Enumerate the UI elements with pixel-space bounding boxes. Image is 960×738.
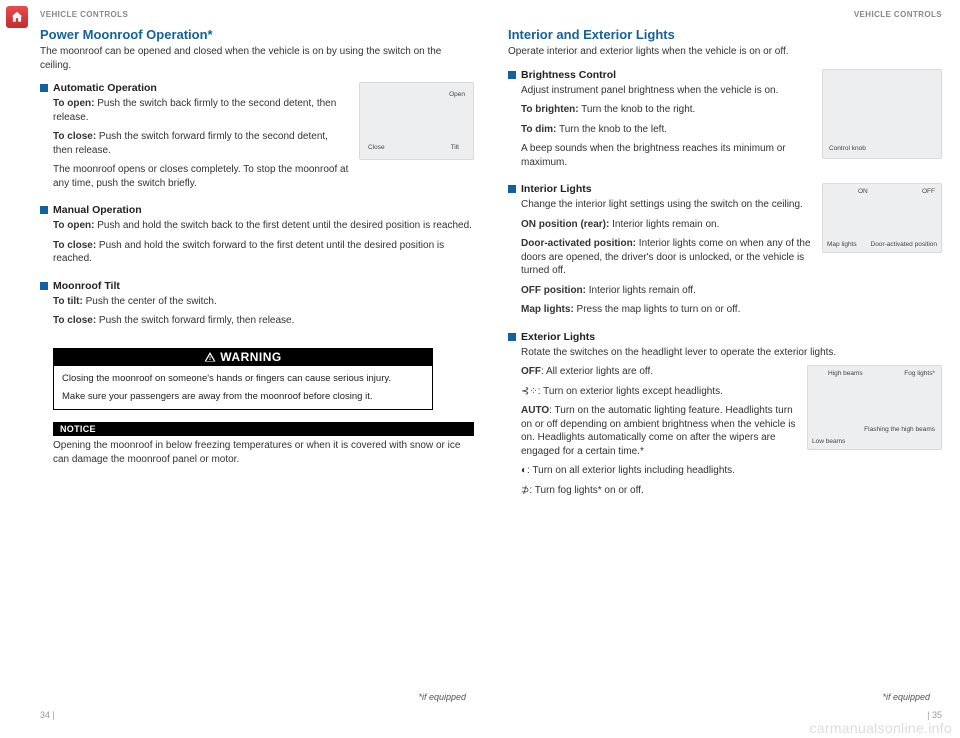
right-title: Interior and Exterior Lights (508, 27, 942, 42)
ext-head-text: : Turn on all exterior lights including … (527, 465, 735, 476)
warning-triangle-icon (204, 351, 216, 363)
brightness-title: Brightness Control (521, 69, 616, 81)
warning-line1: Closing the moonroof on someone's hands … (62, 372, 424, 385)
left-title: Power Moonroof Operation* (40, 27, 474, 42)
notice-text: Opening the moonroof in below freezing t… (53, 439, 474, 466)
exterior-lights-group: Exterior Lights Rotate the switches on t… (508, 331, 942, 504)
brighten-label: To brighten: (521, 104, 579, 115)
control-knob-image: Control knob (822, 69, 942, 159)
exterior-body1: Rotate the switches on the headlight lev… (521, 346, 942, 360)
interior-title: Interior Lights (521, 183, 592, 195)
notice-tag: NOTICE (53, 422, 474, 436)
img-label-high: High beams (828, 370, 863, 377)
map-text: Press the map lights to turn on or off. (574, 304, 741, 315)
warning-header: WARNING (53, 348, 433, 366)
auto-operation-group: Automatic Operation To open: Push the sw… (40, 82, 474, 196)
img-label-close: Close (368, 144, 385, 151)
beep-note: A beep sounds when the brightness reache… (521, 142, 812, 169)
brighten-text: Turn the knob to the right. (579, 104, 696, 115)
tilt-label: To tilt: (53, 296, 83, 307)
warning-body: Closing the moonroof on someone's hands … (53, 366, 433, 411)
bullet-icon (40, 84, 48, 92)
on-label: ON position (rear): (521, 219, 609, 230)
warning-box: WARNING Closing the moonroof on someone'… (53, 348, 433, 411)
img-label-fog: Fog lights* (904, 370, 935, 377)
headlight-lever-image: High beams Fog lights* Flashing the high… (807, 365, 942, 450)
img-label-door: Door-activated position (871, 241, 937, 248)
page-spread: VEHICLE CONTROLS Power Moonroof Operatio… (0, 0, 960, 738)
moonroof-switch-image: Open Close Tilt (359, 82, 474, 160)
right-if-equipped: *if equipped (882, 692, 930, 702)
img-label-off: OFF (922, 188, 935, 195)
tilt-title: Moonroof Tilt (53, 280, 120, 292)
bullet-icon (508, 71, 516, 79)
watermark: carmanualsonline.info (810, 720, 953, 736)
interior-body1: Change the interior light settings using… (521, 198, 812, 212)
manual-title: Manual Operation (53, 204, 142, 216)
off-label: OFF position: (521, 285, 586, 296)
parking-light-icon: ⊰⁘ (521, 386, 538, 397)
img-label-tilt: Tilt (451, 144, 459, 151)
exterior-title: Exterior Lights (521, 331, 595, 343)
right-page-num: | 35 (927, 710, 942, 720)
home-icon[interactable] (6, 6, 28, 28)
ext-auto-label: AUTO (521, 405, 549, 416)
dim-label: To dim: (521, 124, 556, 135)
left-header: VEHICLE CONTROLS (40, 10, 474, 19)
right-intro: Operate interior and exterior lights whe… (508, 45, 942, 59)
manual-operation-group: Manual Operation To open: Push and hold … (40, 204, 474, 272)
auto-title: Automatic Operation (53, 82, 157, 94)
left-intro: The moonroof can be opened and closed wh… (40, 45, 474, 72)
bullet-icon (40, 206, 48, 214)
tilt-group: Moonroof Tilt To tilt: Push the center o… (40, 280, 474, 334)
tilt-text: Push the center of the switch. (83, 296, 217, 307)
manual-open-text: Push and hold the switch back to the fir… (94, 220, 471, 231)
img-label-open: Open (449, 91, 465, 98)
door-label: Door-activated position: (521, 238, 636, 249)
left-page-num: 34 | (40, 710, 55, 720)
auto-open-text: Push the switch back firmly to the secon… (53, 98, 336, 123)
brightness-body1: Adjust instrument panel brightness when … (521, 84, 812, 98)
warning-line2: Make sure your passengers are away from … (62, 390, 424, 403)
ext-auto-text: : Turn on the automatic lighting feature… (521, 405, 795, 457)
manual-open-label: To open: (53, 220, 94, 231)
map-label: Map lights: (521, 304, 574, 315)
right-page: VEHICLE CONTROLS Interior and Exterior L… (490, 10, 946, 720)
ext-fog-text: : Turn fog lights* on or off. (529, 485, 643, 496)
house-icon (10, 10, 24, 24)
img-label-flash: Flashing the high beams (864, 426, 935, 433)
img-label-knob: Control knob (829, 145, 866, 152)
right-header: VEHICLE CONTROLS (508, 10, 942, 19)
ext-off-text: : All exterior lights are off. (541, 366, 653, 377)
warning-header-text: WARNING (220, 350, 282, 364)
manual-close-text: Push and hold the switch forward to the … (53, 240, 444, 265)
tilt-close-label: To close: (53, 315, 96, 326)
interior-lights-group: Interior Lights Change the interior ligh… (508, 183, 942, 323)
img-label-low: Low beams (812, 438, 845, 445)
auto-close-label: To close: (53, 131, 96, 142)
bullet-icon (508, 333, 516, 341)
left-page: VEHICLE CONTROLS Power Moonroof Operatio… (36, 10, 490, 720)
off-text: Interior lights remain off. (586, 285, 696, 296)
dim-text: Turn the knob to the left. (556, 124, 667, 135)
auto-note: The moonroof opens or closes completely.… (53, 163, 349, 190)
ext-off-label: OFF (521, 366, 541, 377)
ext-park-text: : Turn on exterior lights except headlig… (538, 386, 723, 397)
left-if-equipped: *if equipped (418, 692, 466, 702)
manual-close-label: To close: (53, 240, 96, 251)
bullet-icon (508, 185, 516, 193)
tilt-close-text: Push the switch forward firmly, then rel… (96, 315, 294, 326)
on-text: Interior lights remain on. (609, 219, 719, 230)
brightness-group: Brightness Control Adjust instrument pan… (508, 69, 942, 176)
img-label-on: ON (858, 188, 868, 195)
img-label-map: Map lights (827, 241, 857, 248)
bullet-icon (40, 282, 48, 290)
ceiling-switch-image: ON OFF Map lights Door-activated positio… (822, 183, 942, 253)
auto-open-label: To open: (53, 98, 94, 109)
